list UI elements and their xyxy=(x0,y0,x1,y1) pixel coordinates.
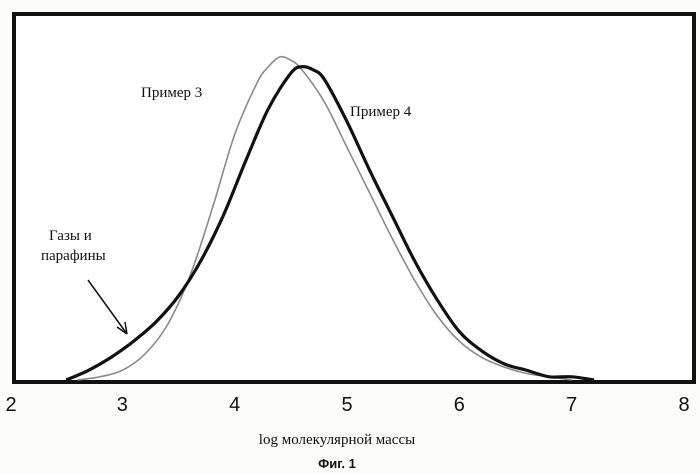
plot-frame xyxy=(14,14,694,382)
x-tick-label-4: 4 xyxy=(229,394,240,416)
figure-caption: Фиг. 1 xyxy=(318,456,356,471)
series-label-example-3: Пример 3 xyxy=(141,85,202,101)
x-tick-label-5: 5 xyxy=(341,394,352,416)
series-label-example-4: Пример 4 xyxy=(350,104,412,120)
x-tick-label-6: 6 xyxy=(454,394,465,416)
x-axis-label: log молекулярной массы xyxy=(259,432,415,448)
x-tick-label-3: 3 xyxy=(117,394,128,416)
x-tick-label-2: 2 xyxy=(5,394,16,416)
x-tick-label-7: 7 xyxy=(566,394,577,416)
x-tick-label-8: 8 xyxy=(678,394,689,416)
annotation-gases-line2: парафины xyxy=(41,248,106,264)
x-tick-labels: 2 3 4 5 6 7 8 xyxy=(5,394,689,416)
annotation-gases-line1: Газы и xyxy=(49,228,92,244)
